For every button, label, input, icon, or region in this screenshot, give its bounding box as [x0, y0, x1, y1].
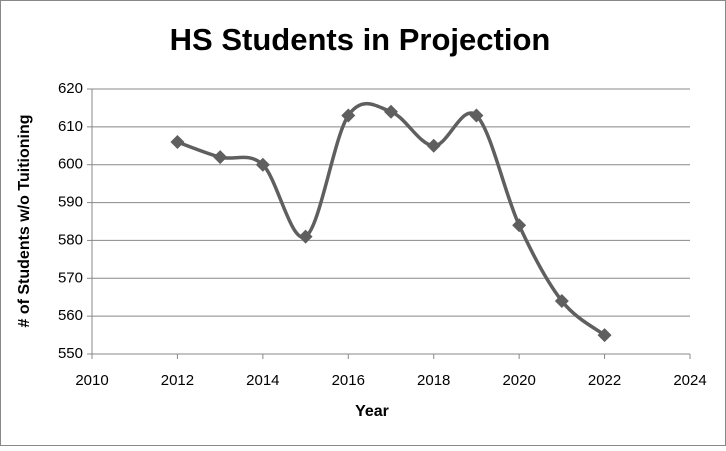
- y-tick-label: 600: [58, 156, 83, 173]
- x-tick-label: 2016: [332, 372, 365, 389]
- y-tick-label: 610: [58, 118, 83, 135]
- x-axis-label: Year: [355, 403, 389, 420]
- y-tick-label: 570: [58, 269, 83, 286]
- chart-title: HS Students in Projection: [170, 22, 551, 57]
- x-tick-label: 2020: [502, 372, 535, 389]
- marker: [255, 157, 270, 172]
- marker: [341, 108, 356, 123]
- marker: [426, 138, 441, 153]
- marker: [170, 135, 185, 149]
- y-tick-label: 590: [58, 194, 83, 211]
- x-tick-label: 2018: [417, 372, 450, 389]
- y-tick-label: 560: [58, 307, 83, 324]
- marker: [469, 108, 484, 123]
- x-tick-label: 2012: [161, 372, 194, 389]
- marker: [512, 218, 527, 233]
- marker: [554, 294, 569, 308]
- marker: [597, 328, 612, 343]
- x-tick-label: 2010: [75, 372, 108, 389]
- marker: [384, 104, 398, 119]
- x-tick-label: 2022: [588, 372, 621, 389]
- y-axis-label: # of Students w/o Tuitioning: [16, 114, 33, 327]
- y-tick-label: 550: [58, 345, 83, 362]
- marker: [298, 229, 313, 244]
- y-tick-label: 620: [58, 80, 83, 97]
- x-tick-label: 2024: [673, 372, 706, 389]
- y-tick-label: 580: [58, 231, 83, 248]
- marker: [213, 150, 228, 165]
- x-tick-label: 2014: [246, 372, 279, 389]
